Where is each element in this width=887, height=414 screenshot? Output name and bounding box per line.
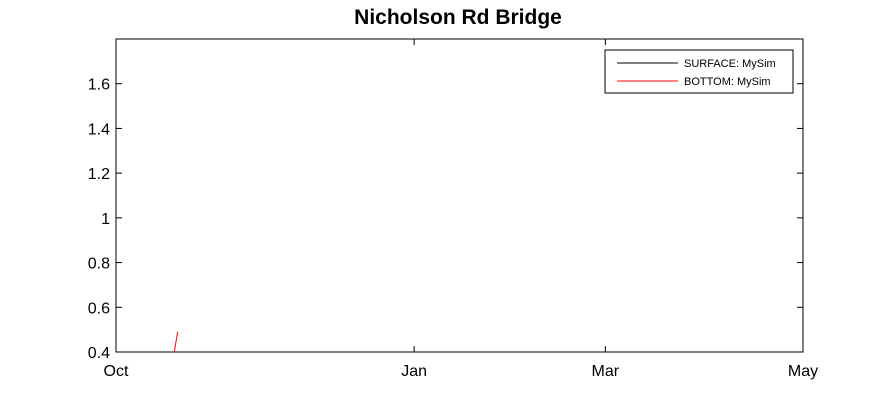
- legend-box: [604, 49, 794, 94]
- x-tick-label: May: [788, 363, 818, 380]
- y-tick-label: 1.4: [88, 121, 110, 138]
- chart-title: Nicholson Rd Bridge: [354, 6, 562, 29]
- axis-ticks: 0.4 0.6 0.8 1 1.2 1.4 1.6 Oct Jan Mar May: [88, 39, 818, 380]
- x-tick-label: Oct: [104, 363, 129, 380]
- y-tick-label: 1: [101, 211, 110, 228]
- legend-label-bottom: BOTTOM: MySim: [684, 76, 771, 88]
- y-tick-label: 1.2: [88, 166, 110, 183]
- series-layer: [173, 331, 179, 353]
- series-line-1: [173, 331, 179, 353]
- y-tick-label: 0.8: [88, 256, 110, 273]
- y-tick-label: 1.6: [88, 77, 110, 94]
- y-tick-label: 0.6: [88, 300, 110, 317]
- x-tick-label: Mar: [592, 363, 620, 380]
- y-tick-label: 0.4: [88, 345, 110, 362]
- legend-label-surface: SURFACE: MySim: [684, 58, 776, 70]
- legend: SURFACE: MySim BOTTOM: MySim: [604, 49, 794, 94]
- x-tick-label: Jan: [401, 363, 427, 380]
